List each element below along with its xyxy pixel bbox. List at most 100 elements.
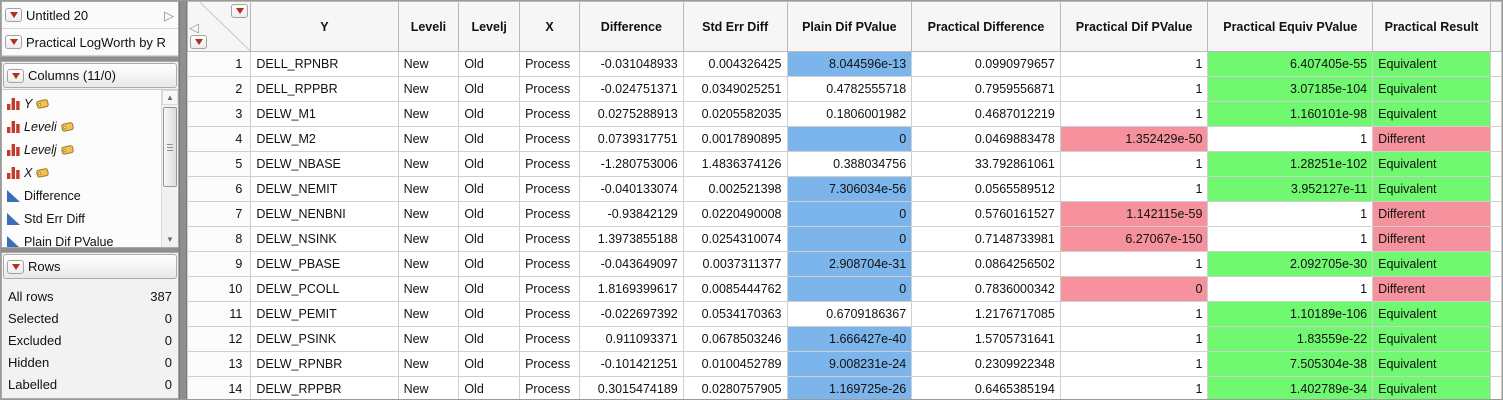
cell-practical_dif_pvalue[interactable]: 1 [1059,326,1209,352]
row-number[interactable]: 7 [187,201,252,227]
column-list-item[interactable]: Y [6,92,160,115]
cell-x[interactable]: Process [519,226,580,252]
columns-scrollbar[interactable]: ▲ ▼ [161,90,178,247]
cell-x[interactable]: Process [519,301,580,327]
rows-panel-header[interactable]: Rows [3,254,177,279]
row-stat-line[interactable]: Excluded 0 [8,329,172,351]
row-number[interactable]: 12 [187,326,252,352]
cell-practical_dif_pvalue[interactable]: 1.352429e-50 [1059,126,1209,152]
cell-practical_difference[interactable]: 0.5760161527 [911,201,1061,227]
cell-std_err_diff[interactable]: 0.0085444762 [682,276,788,302]
cell-practical_difference[interactable]: 0.7836000342 [911,276,1061,302]
cell-leveli[interactable]: New [397,201,460,227]
cell-practical_equiv_pvalue[interactable]: 1.28251e-102 [1207,151,1374,177]
row-number[interactable]: 8 [187,226,252,252]
cell-difference[interactable]: 1.8169399617 [578,276,684,302]
cell-plain_dif_pvalue[interactable]: 0.388034756 [786,151,913,177]
row-number[interactable]: 3 [187,101,252,127]
column-header-practical_equiv_pvalue[interactable]: Practical Equiv PValue [1207,1,1374,52]
cell-practical_result[interactable]: Equivalent [1372,101,1491,127]
row-stat-line[interactable]: Hidden 0 [8,351,172,373]
cell-difference[interactable]: -1.280753006 [578,151,684,177]
cell-levelj[interactable]: Old [458,351,521,377]
row-number[interactable]: 13 [187,351,252,377]
cell-difference[interactable]: 0.0275288913 [578,101,684,127]
scroll-down-button[interactable]: ▼ [162,232,178,247]
cell-practical_difference[interactable]: 0.0864256502 [911,251,1061,277]
cell-practical_difference[interactable]: 0.7148733981 [911,226,1061,252]
cell-practical_equiv_pvalue[interactable]: 1 [1207,276,1374,302]
cell-std_err_diff[interactable]: 0.0678503246 [682,326,788,352]
cell-y[interactable]: DELW_NENBNI [250,201,399,227]
cell-std_err_diff[interactable]: 0.0100452789 [682,351,788,377]
cell-plain_dif_pvalue[interactable]: 0.6709186367 [786,301,913,327]
cell-leveli[interactable]: New [397,351,460,377]
cell-levelj[interactable]: Old [458,301,521,327]
cell-practical_result[interactable]: Different [1372,226,1491,252]
red-triangle-menu-button[interactable] [7,68,24,83]
cell-leveli[interactable]: New [397,151,460,177]
red-triangle-menu-button[interactable] [7,259,24,274]
cell-practical_dif_pvalue[interactable]: 1 [1059,376,1209,399]
column-list-item[interactable]: X [6,161,160,184]
cell-plain_dif_pvalue[interactable]: 0.4782555718 [786,76,913,102]
cell-practical_dif_pvalue[interactable]: 1 [1059,101,1209,127]
cell-practical_result[interactable]: Equivalent [1372,176,1491,202]
cell-practical_result[interactable]: Equivalent [1372,326,1491,352]
row-number[interactable]: 10 [187,276,252,302]
cell-levelj[interactable]: Old [458,376,521,399]
column-header-x[interactable]: X [519,1,580,52]
cell-practical_dif_pvalue[interactable]: 1 [1059,251,1209,277]
panel-splitter[interactable] [1,57,179,61]
columns-menu-button[interactable] [231,4,249,18]
cell-plain_dif_pvalue[interactable]: 0 [786,276,913,302]
cell-practical_equiv_pvalue[interactable]: 6.407405e-55 [1207,51,1374,77]
cell-practical_dif_pvalue[interactable]: 6.27067e-150 [1059,226,1209,252]
cell-practical_dif_pvalue[interactable]: 1 [1059,176,1209,202]
row-number[interactable]: 2 [187,76,252,102]
column-list-item[interactable]: Levelj [6,138,160,161]
cell-x[interactable]: Process [519,101,580,127]
row-number[interactable]: 6 [187,176,252,202]
cell-leveli[interactable]: New [397,76,460,102]
table-title-row[interactable]: Untitled 20 ▷ [2,2,178,29]
cell-plain_dif_pvalue[interactable]: 1.666427e-40 [786,326,913,352]
column-header-leveli[interactable]: Leveli [397,1,460,52]
cell-levelj[interactable]: Old [458,151,521,177]
cell-practical_equiv_pvalue[interactable]: 1.160101e-98 [1207,101,1374,127]
sidebar-table-splitter[interactable] [179,1,187,399]
cell-plain_dif_pvalue[interactable]: 1.169725e-26 [786,376,913,399]
cell-practical_difference[interactable]: 33.792861061 [911,151,1061,177]
red-triangle-menu-button[interactable] [5,35,22,49]
cell-x[interactable]: Process [519,201,580,227]
cell-x[interactable]: Process [519,151,580,177]
cell-x[interactable]: Process [519,51,580,77]
cell-leveli[interactable]: New [397,51,460,77]
cell-practical_result[interactable]: Equivalent [1372,76,1491,102]
collapse-sidebar-icon[interactable]: ◁ [189,20,199,35]
cell-practical_difference[interactable]: 0.4687012219 [911,101,1061,127]
scroll-up-button[interactable]: ▲ [162,90,178,105]
cell-practical_difference[interactable]: 1.5705731641 [911,326,1061,352]
cell-y[interactable]: DELW_NSINK [250,226,399,252]
row-stat-line[interactable]: Selected 0 [8,307,172,329]
cell-plain_dif_pvalue[interactable]: 0 [786,201,913,227]
cell-plain_dif_pvalue[interactable]: 0.1806001982 [786,101,913,127]
cell-practical_result[interactable]: Different [1372,201,1491,227]
cell-leveli[interactable]: New [397,126,460,152]
panel-splitter[interactable] [1,248,179,252]
cell-leveli[interactable]: New [397,176,460,202]
cell-levelj[interactable]: Old [458,176,521,202]
cell-practical_dif_pvalue[interactable]: 1 [1059,76,1209,102]
cell-std_err_diff[interactable]: 1.4836374126 [682,151,788,177]
cell-levelj[interactable]: Old [458,251,521,277]
cell-levelj[interactable]: Old [458,126,521,152]
column-header-levelj[interactable]: Levelj [458,1,521,52]
column-header-y[interactable]: Y [250,1,399,52]
cell-practical_result[interactable]: Equivalent [1372,301,1491,327]
cell-y[interactable]: DELW_M1 [250,101,399,127]
cell-levelj[interactable]: Old [458,226,521,252]
row-stat-line[interactable]: Labelled 0 [8,373,172,395]
cell-practical_equiv_pvalue[interactable]: 1.402789e-34 [1207,376,1374,399]
cell-levelj[interactable]: Old [458,201,521,227]
